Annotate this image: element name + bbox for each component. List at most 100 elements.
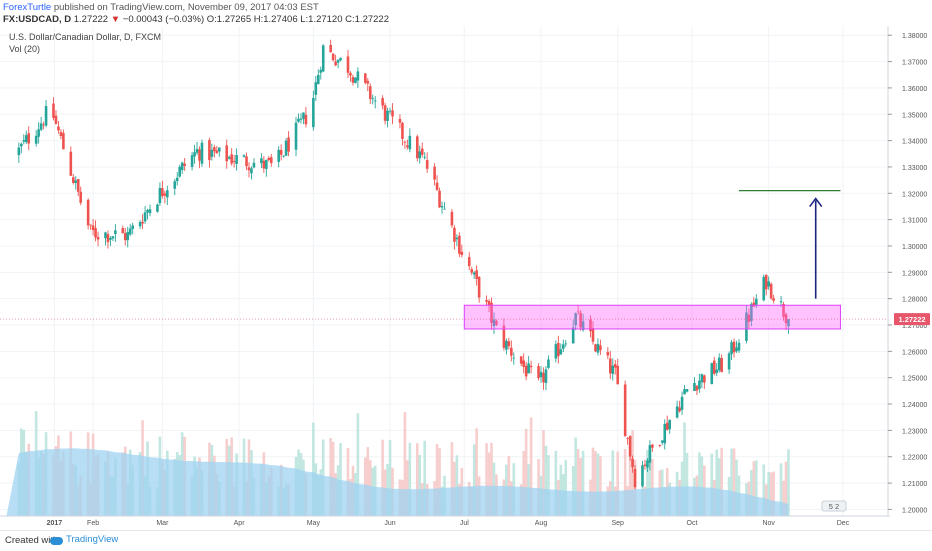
symbol-info: FX:USDCAD, D 1.27222 ▼ −0.00043 (−0.03%)… bbox=[3, 13, 389, 26]
price-change: −0.00043 (−0.03%) bbox=[122, 14, 205, 25]
candle bbox=[425, 152, 429, 173]
support-zone[interactable] bbox=[463, 304, 841, 330]
candle bbox=[519, 356, 523, 367]
published-text: published on TradingView.com, November 0… bbox=[53, 2, 319, 13]
candle bbox=[720, 354, 723, 373]
candle bbox=[208, 137, 211, 168]
candle bbox=[730, 339, 733, 361]
candle bbox=[594, 343, 597, 353]
time-axis[interactable]: 2017 Feb Mar Apr May Jun Jul Aug Sep Oct Nov Dec bbox=[47, 520, 850, 527]
candle bbox=[710, 362, 714, 385]
candle bbox=[247, 162, 251, 178]
candle bbox=[564, 340, 568, 348]
candle bbox=[146, 208, 149, 220]
volume-bar bbox=[472, 444, 476, 516]
candle bbox=[156, 203, 159, 213]
candle bbox=[579, 309, 582, 331]
candle bbox=[193, 144, 196, 164]
candle bbox=[148, 204, 152, 217]
candle bbox=[304, 106, 308, 128]
volume-ma-area bbox=[6, 448, 789, 516]
chart-area[interactable]: 1.38000 1.37000 1.36000 1.35000 1.34000 1.330… bbox=[0, 26, 932, 530]
time-tick-label: 2017 bbox=[47, 520, 63, 527]
candle bbox=[128, 224, 132, 237]
price-tick-label: 1.37000 bbox=[902, 60, 927, 67]
scale-badge[interactable]: 5 2 bbox=[821, 500, 847, 512]
candle bbox=[106, 230, 110, 249]
candle bbox=[450, 209, 454, 229]
candle bbox=[574, 312, 577, 331]
volume-bar bbox=[646, 449, 649, 516]
volume-bar bbox=[596, 453, 600, 516]
candle bbox=[131, 222, 134, 235]
candle bbox=[79, 186, 83, 206]
volume-bar bbox=[683, 422, 686, 516]
volume-bar bbox=[581, 450, 585, 516]
price-tick-label: 1.25000 bbox=[902, 376, 927, 383]
candle bbox=[114, 224, 117, 242]
candle bbox=[787, 319, 790, 334]
candle bbox=[433, 163, 436, 186]
candle bbox=[524, 362, 528, 381]
candle bbox=[302, 112, 305, 125]
candle bbox=[554, 340, 558, 363]
candle bbox=[609, 350, 612, 379]
volume-bar bbox=[717, 458, 721, 516]
candle bbox=[190, 151, 194, 171]
price-tick-label: 1.33000 bbox=[902, 165, 927, 172]
candle bbox=[269, 153, 273, 167]
candle bbox=[458, 232, 461, 258]
volume-bar bbox=[564, 459, 568, 516]
candle bbox=[34, 130, 38, 147]
candle bbox=[111, 236, 115, 241]
tradingview-logo[interactable]: TradingView bbox=[50, 534, 118, 545]
chart-title: U.S. Dollar/Canadian Dollar, D, FXCM bbox=[9, 32, 161, 42]
volume-bar bbox=[415, 443, 419, 516]
price-tick-label: 1.29000 bbox=[902, 270, 927, 277]
candle bbox=[764, 274, 768, 296]
time-tick-label: Aug bbox=[535, 520, 548, 527]
candle bbox=[91, 219, 95, 236]
candle bbox=[668, 419, 671, 434]
candle bbox=[334, 54, 337, 67]
candle bbox=[522, 353, 525, 374]
candle bbox=[141, 214, 144, 230]
volume-bar bbox=[698, 452, 701, 516]
candle bbox=[492, 312, 496, 334]
candle bbox=[232, 155, 236, 168]
down-arrow-icon: ▼ bbox=[110, 14, 121, 25]
price-axis[interactable]: 1.38000 1.37000 1.36000 1.35000 1.34000 1.330… bbox=[888, 33, 927, 514]
author-link[interactable]: ForexTurtle bbox=[3, 2, 52, 13]
volume-bar bbox=[418, 454, 422, 516]
volume-bar bbox=[762, 464, 766, 516]
price-chart[interactable]: 1.38000 1.37000 1.36000 1.35000 1.34000 1.330… bbox=[0, 26, 932, 530]
candle bbox=[381, 95, 384, 110]
candle bbox=[312, 90, 315, 131]
candle bbox=[762, 274, 766, 302]
price-tick-label: 1.20000 bbox=[902, 507, 927, 514]
candle bbox=[74, 176, 78, 190]
candle bbox=[745, 305, 748, 344]
volume-bar bbox=[730, 448, 733, 516]
candle bbox=[663, 419, 667, 450]
candle bbox=[215, 145, 219, 154]
candle bbox=[279, 144, 283, 161]
candle bbox=[643, 459, 647, 470]
volume-bar bbox=[455, 455, 459, 516]
candle bbox=[158, 182, 162, 206]
projection-arrow[interactable] bbox=[809, 197, 823, 299]
candle bbox=[71, 173, 75, 185]
candle bbox=[628, 435, 632, 461]
candle bbox=[282, 155, 285, 158]
candle bbox=[698, 373, 701, 393]
volume-bar bbox=[435, 444, 439, 516]
candle bbox=[62, 129, 65, 150]
candle bbox=[198, 146, 201, 169]
candle bbox=[576, 305, 580, 315]
candle bbox=[210, 143, 214, 161]
candle bbox=[262, 156, 266, 173]
candle bbox=[660, 440, 664, 446]
candle bbox=[356, 67, 360, 88]
volume-bar bbox=[772, 471, 775, 516]
price-tick-label: 1.30000 bbox=[902, 244, 927, 251]
